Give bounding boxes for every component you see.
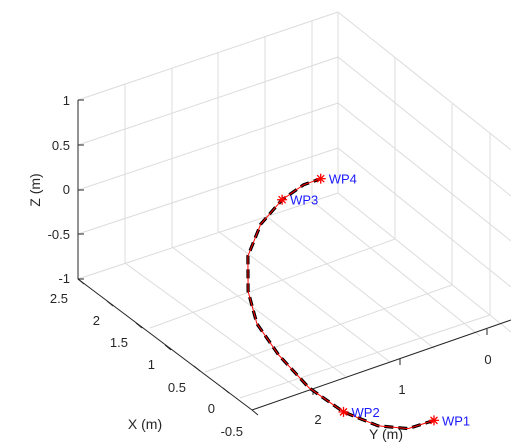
waypoint-label: WP3 [290,193,318,208]
waypoint-wp4: WP4 [315,172,357,187]
waypoint-star-icon [316,174,325,183]
y-axis-line [251,319,511,411]
grid-back [77,11,511,399]
waypoint-label: WP1 [442,413,470,428]
y-axis-label: Y (m) [369,426,403,442]
x-tick-label: 2.5 [50,291,68,306]
trajectory-line-solid [247,178,435,430]
waypoint-label: WP4 [329,172,357,187]
x-tick-label: 1.5 [110,335,128,350]
trajectory-line-dashed [246,177,435,431]
y-tick-label: 2 [314,412,321,427]
z-axis-label: Z (m) [27,173,43,206]
z-tick-label: -1 [58,271,70,286]
y-tick-label: 1 [398,382,405,397]
x-ticks: 2.5 2 1.5 1 0.5 0 -0.5 [50,278,259,439]
waypoint-wp1: WP1 [428,413,470,428]
z-tick-label: 1 [63,93,70,108]
z-tick-label: -0.5 [48,227,70,242]
waypoint-star-icon [430,416,438,425]
x-tick-label: 2 [93,313,100,328]
x-tick-label: -0.5 [221,424,243,439]
z-tick-label: 0 [63,182,70,197]
waypoint-star-icon [339,407,348,416]
waypoint-markers: WP1 WP2 WP3 WP4 [277,172,470,428]
x-tick-label: 0.5 [168,380,186,395]
waypoint-wp2: WP2 [338,405,380,420]
waypoint-star-icon [278,195,287,204]
x-tick-label: 1 [148,357,155,372]
y-tick-label: 0 [484,352,491,367]
x-tick-label: 0 [208,401,215,416]
trajectory-series [246,177,435,431]
waypoint-wp3: WP3 [277,193,318,208]
axes [77,100,511,411]
x-axis-label: X (m) [128,416,162,432]
waypoint-label: WP2 [352,405,380,420]
z-tick-label: 0.5 [52,138,70,153]
z-ticks: 1 0.5 0 -0.5 -1 [48,93,84,286]
